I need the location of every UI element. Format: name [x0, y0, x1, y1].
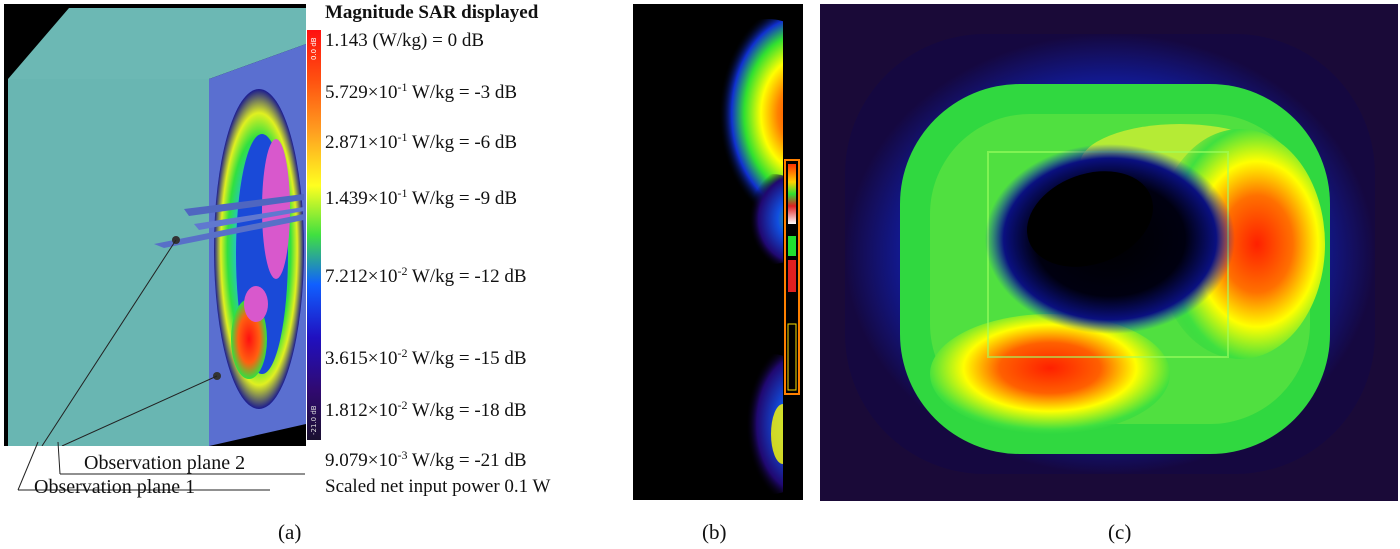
legend-exponent: -1 [397, 80, 408, 94]
legend-unit: W/kg = -6 dB [411, 132, 518, 153]
legend-unit: W/kg = -18 dB [411, 400, 527, 421]
legend-entry-3: 1.439×10-1 W/kg = -9 dB [325, 186, 517, 210]
observation-labels [17, 441, 305, 491]
legend-entry-1: 5.729×10-1 W/kg = -3 dB [325, 80, 517, 104]
panel-b-sar-side-view [633, 4, 803, 500]
legend-entry-5: 3.615×10-2 W/kg = -15 dB [325, 346, 527, 370]
legend-unit: W/kg = -9 dB [411, 188, 518, 209]
sar-peak-upper [262, 139, 290, 279]
phantom-top-face [8, 8, 306, 79]
legend-entry-6: 1.812×10-2 W/kg = -18 dB [325, 398, 527, 422]
legend-value: 2.871×10 [325, 132, 398, 153]
phantom-front-face [8, 79, 209, 446]
legend-note: Scaled net input power 0.1 W [325, 476, 551, 497]
legend-exponent: -1 [397, 186, 408, 200]
legend-value: 3.615×10 [325, 348, 398, 369]
panel-c-sar-top-view [820, 4, 1398, 501]
observation-plane-2-label: Observation plane 2 [84, 452, 246, 474]
colorbar-bottom-text: -21.0 dB [310, 405, 318, 435]
legend-exponent: -2 [397, 346, 408, 360]
legend-value: 7.212×10 [325, 266, 398, 287]
legend-entry-2: 2.871×10-1 W/kg = -6 dB [325, 130, 517, 154]
caption-b: (b) [702, 520, 727, 544]
legend-value: 1.812×10 [325, 400, 398, 421]
caption-c: (c) [1108, 520, 1132, 544]
legend-unit: W/kg = -21 dB [411, 450, 527, 471]
legend-exponent: -2 [397, 264, 408, 278]
sar-legend: Magnitude SAR displayed 1.143 (W/kg) = 0… [325, 2, 615, 502]
legend-entry-7: 9.079×10-3 W/kg = -21 dB [325, 448, 527, 472]
legend-value: 9.079×10 [325, 450, 398, 471]
legend-exponent: -2 [397, 398, 408, 412]
legend-unit: W/kg = -12 dB [411, 266, 527, 287]
legend-exponent: -3 [397, 448, 408, 462]
legend-entry-0: 1.143 (W/kg) = 0 dB [325, 30, 484, 52]
legend-unit: W/kg = -3 dB [411, 82, 518, 103]
panel-a-render [4, 4, 306, 446]
legend-entry-4: 7.212×10-2 W/kg = -12 dB [325, 264, 527, 288]
colorbar-top-text: 0.0 dB [310, 37, 318, 60]
legend-value: 1.143 [325, 30, 368, 51]
legend-value: 5.729×10 [325, 82, 398, 103]
legend-value: 1.439×10 [325, 188, 398, 209]
legend-unit: W/kg = -15 dB [411, 348, 527, 369]
sar-hotspot-lower [930, 314, 1170, 434]
legend-title: Magnitude SAR displayed [325, 2, 539, 23]
legend-unit: (W/kg) = 0 dB [372, 30, 485, 51]
sar-colorbar: 0.0 dB -21.0 dB [307, 30, 321, 440]
observation-plane-1-label: Observation plane 1 [34, 476, 196, 498]
legend-exponent: -1 [397, 130, 408, 144]
caption-a: (a) [278, 520, 302, 544]
